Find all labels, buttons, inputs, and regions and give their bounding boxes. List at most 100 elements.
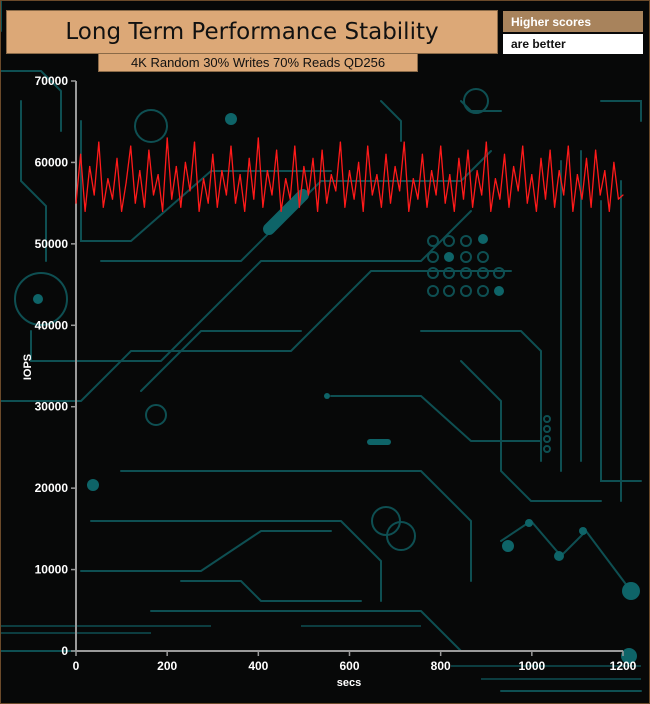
data-point: [572, 210, 574, 212]
data-point: [435, 194, 437, 196]
data-point: [385, 153, 387, 155]
data-point: [362, 210, 364, 212]
data-point: [449, 174, 451, 176]
y-tick-label: 40000: [35, 318, 69, 332]
data-point: [266, 170, 268, 172]
data-point: [576, 174, 579, 176]
series-layer: [75, 137, 624, 212]
data-point: [563, 194, 565, 196]
data-point: [472, 206, 474, 208]
data-point: [604, 170, 606, 172]
data-point: [75, 202, 77, 204]
data-point: [239, 174, 241, 176]
data-point: [380, 206, 382, 208]
data-point: [358, 161, 360, 163]
chart-title-box: Long Term Performance Stability: [6, 10, 498, 54]
data-point: [289, 198, 291, 200]
data-point: [180, 206, 182, 208]
data-point: [581, 198, 583, 200]
data-point: [207, 202, 209, 204]
data-point: [102, 206, 104, 208]
data-point: [212, 153, 214, 155]
data-point: [522, 145, 524, 147]
y-tick-label: 10000: [35, 563, 69, 577]
data-point: [216, 206, 218, 208]
data-point: [467, 149, 469, 151]
data-point: [531, 174, 533, 176]
data-point: [622, 194, 624, 196]
data-point: [111, 198, 114, 200]
badge-line2: are better: [511, 37, 566, 51]
data-point: [389, 202, 392, 204]
y-tick-label: 20000: [35, 481, 69, 495]
data-point: [549, 149, 551, 151]
data-point: [134, 202, 136, 204]
data-point: [234, 202, 237, 204]
data-point: [271, 194, 273, 196]
y-tick-label: 50000: [35, 237, 69, 251]
data-point: [148, 149, 150, 151]
y-axis-title: IOPS: [22, 354, 34, 380]
data-point: [513, 165, 515, 168]
data-point: [157, 174, 159, 176]
data-point: [230, 145, 232, 147]
data-point: [125, 182, 127, 184]
data-point: [371, 194, 373, 196]
tick-labels: 0 10000 20000 30000 40000 50000 60000 70000 0 200…: [35, 74, 637, 673]
data-point: [440, 145, 442, 147]
data-point: [143, 206, 145, 208]
data-point: [335, 190, 337, 192]
data-point: [399, 190, 401, 192]
data-point: [503, 153, 506, 155]
higher-scores-badge: Higher scores: [503, 11, 643, 32]
data-point: [458, 157, 460, 159]
data-point: [567, 145, 569, 147]
data-point: [84, 210, 86, 212]
data-point: [93, 194, 95, 196]
data-point: [554, 206, 556, 208]
x-axis-title: secs: [337, 677, 361, 689]
y-tick-label: 70000: [35, 74, 69, 88]
data-point: [193, 141, 196, 143]
data-point: [412, 178, 414, 180]
x-tick-label: 0: [73, 659, 80, 673]
are-better-badge: are better: [503, 34, 643, 54]
data-point: [330, 174, 332, 176]
axes: [71, 80, 624, 656]
data-point: [303, 165, 305, 168]
data-point: [348, 170, 351, 172]
data-point: [166, 137, 168, 139]
data-point: [276, 149, 278, 151]
data-point: [431, 170, 433, 172]
data-point: [139, 170, 141, 172]
data-point: [326, 202, 328, 204]
data-point: [617, 198, 620, 200]
chart-subtitle: 4K Random 30% Writes 70% Reads QD256: [130, 55, 386, 70]
data-point: [130, 145, 132, 147]
data-point: [462, 198, 465, 200]
data-point: [307, 194, 310, 196]
data-point: [152, 194, 155, 196]
data-point: [321, 149, 323, 151]
data-point: [376, 174, 378, 176]
y-tick-label: 60000: [35, 155, 69, 169]
x-tick-label: 400: [248, 659, 268, 673]
data-point: [317, 210, 319, 212]
data-point: [481, 194, 483, 196]
data-point: [257, 137, 259, 139]
data-point: [189, 190, 191, 192]
data-point: [535, 210, 538, 212]
data-point: [499, 198, 501, 200]
data-point: [175, 165, 177, 168]
x-tick-label: 600: [339, 659, 359, 673]
data-point: [280, 210, 282, 212]
data-point: [285, 178, 287, 180]
data-point: [453, 210, 455, 212]
data-point: [490, 210, 492, 212]
data-point: [353, 198, 355, 200]
x-tick-label: 1000: [518, 659, 545, 673]
data-point: [540, 157, 542, 159]
chart-subtitle-box: 4K Random 30% Writes 70% Reads QD256: [98, 53, 418, 72]
